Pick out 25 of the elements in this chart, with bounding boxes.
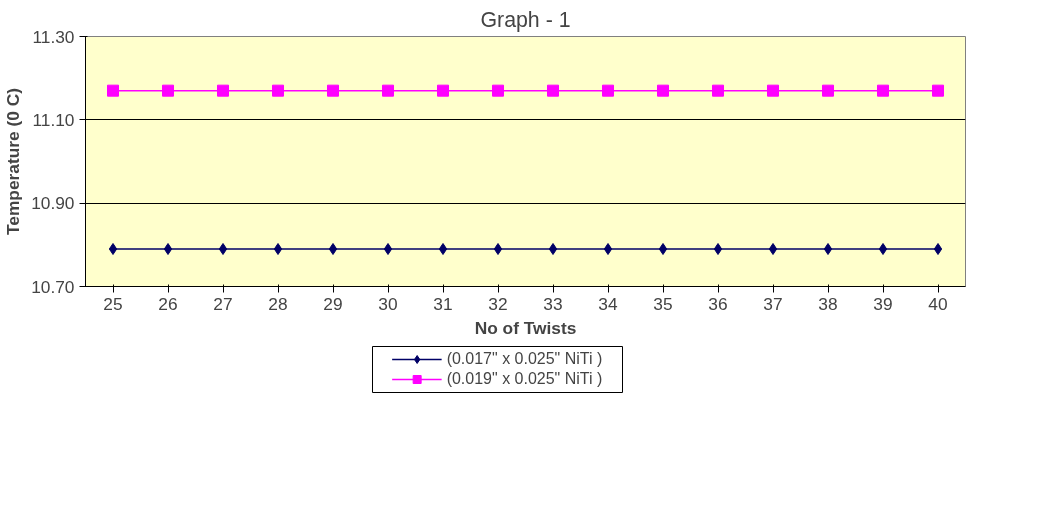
x-tick-label: 34 [598,293,618,314]
legend-label: (0.019" x 0.025" NiTi ) [446,370,603,388]
x-tick-label: 31 [433,293,453,314]
y-axis-title: Temperature (0 C) [3,87,24,235]
x-tick-label: 33 [543,293,563,314]
x-tick-label: 38 [818,293,838,314]
x-tick-label: 28 [268,293,288,314]
x-tick-label: 32 [488,293,508,314]
chart-title: Graph - 1 [480,7,571,32]
x-tick-label: 25 [103,293,123,314]
y-tick-label: 11.10 [32,109,75,130]
legend-label: (0.017" x 0.025" NiTi ) [446,350,603,368]
x-tick-label: 35 [653,293,673,314]
x-tick-label: 29 [323,293,343,314]
y-tick-label: 10.90 [31,193,75,214]
y-tick-label: 10.70 [31,276,75,297]
x-tick-label: 30 [378,293,398,314]
y-tick-label: 11.30 [32,26,75,47]
x-tick-label: 36 [708,293,728,314]
x-tick-label: 27 [213,293,233,314]
x-tick-label: 39 [873,293,893,314]
x-tick-label: 37 [763,293,783,314]
x-tick-label: 40 [928,293,948,314]
x-tick-label: 26 [158,293,178,314]
x-axis-title: No of Twists [474,317,577,338]
